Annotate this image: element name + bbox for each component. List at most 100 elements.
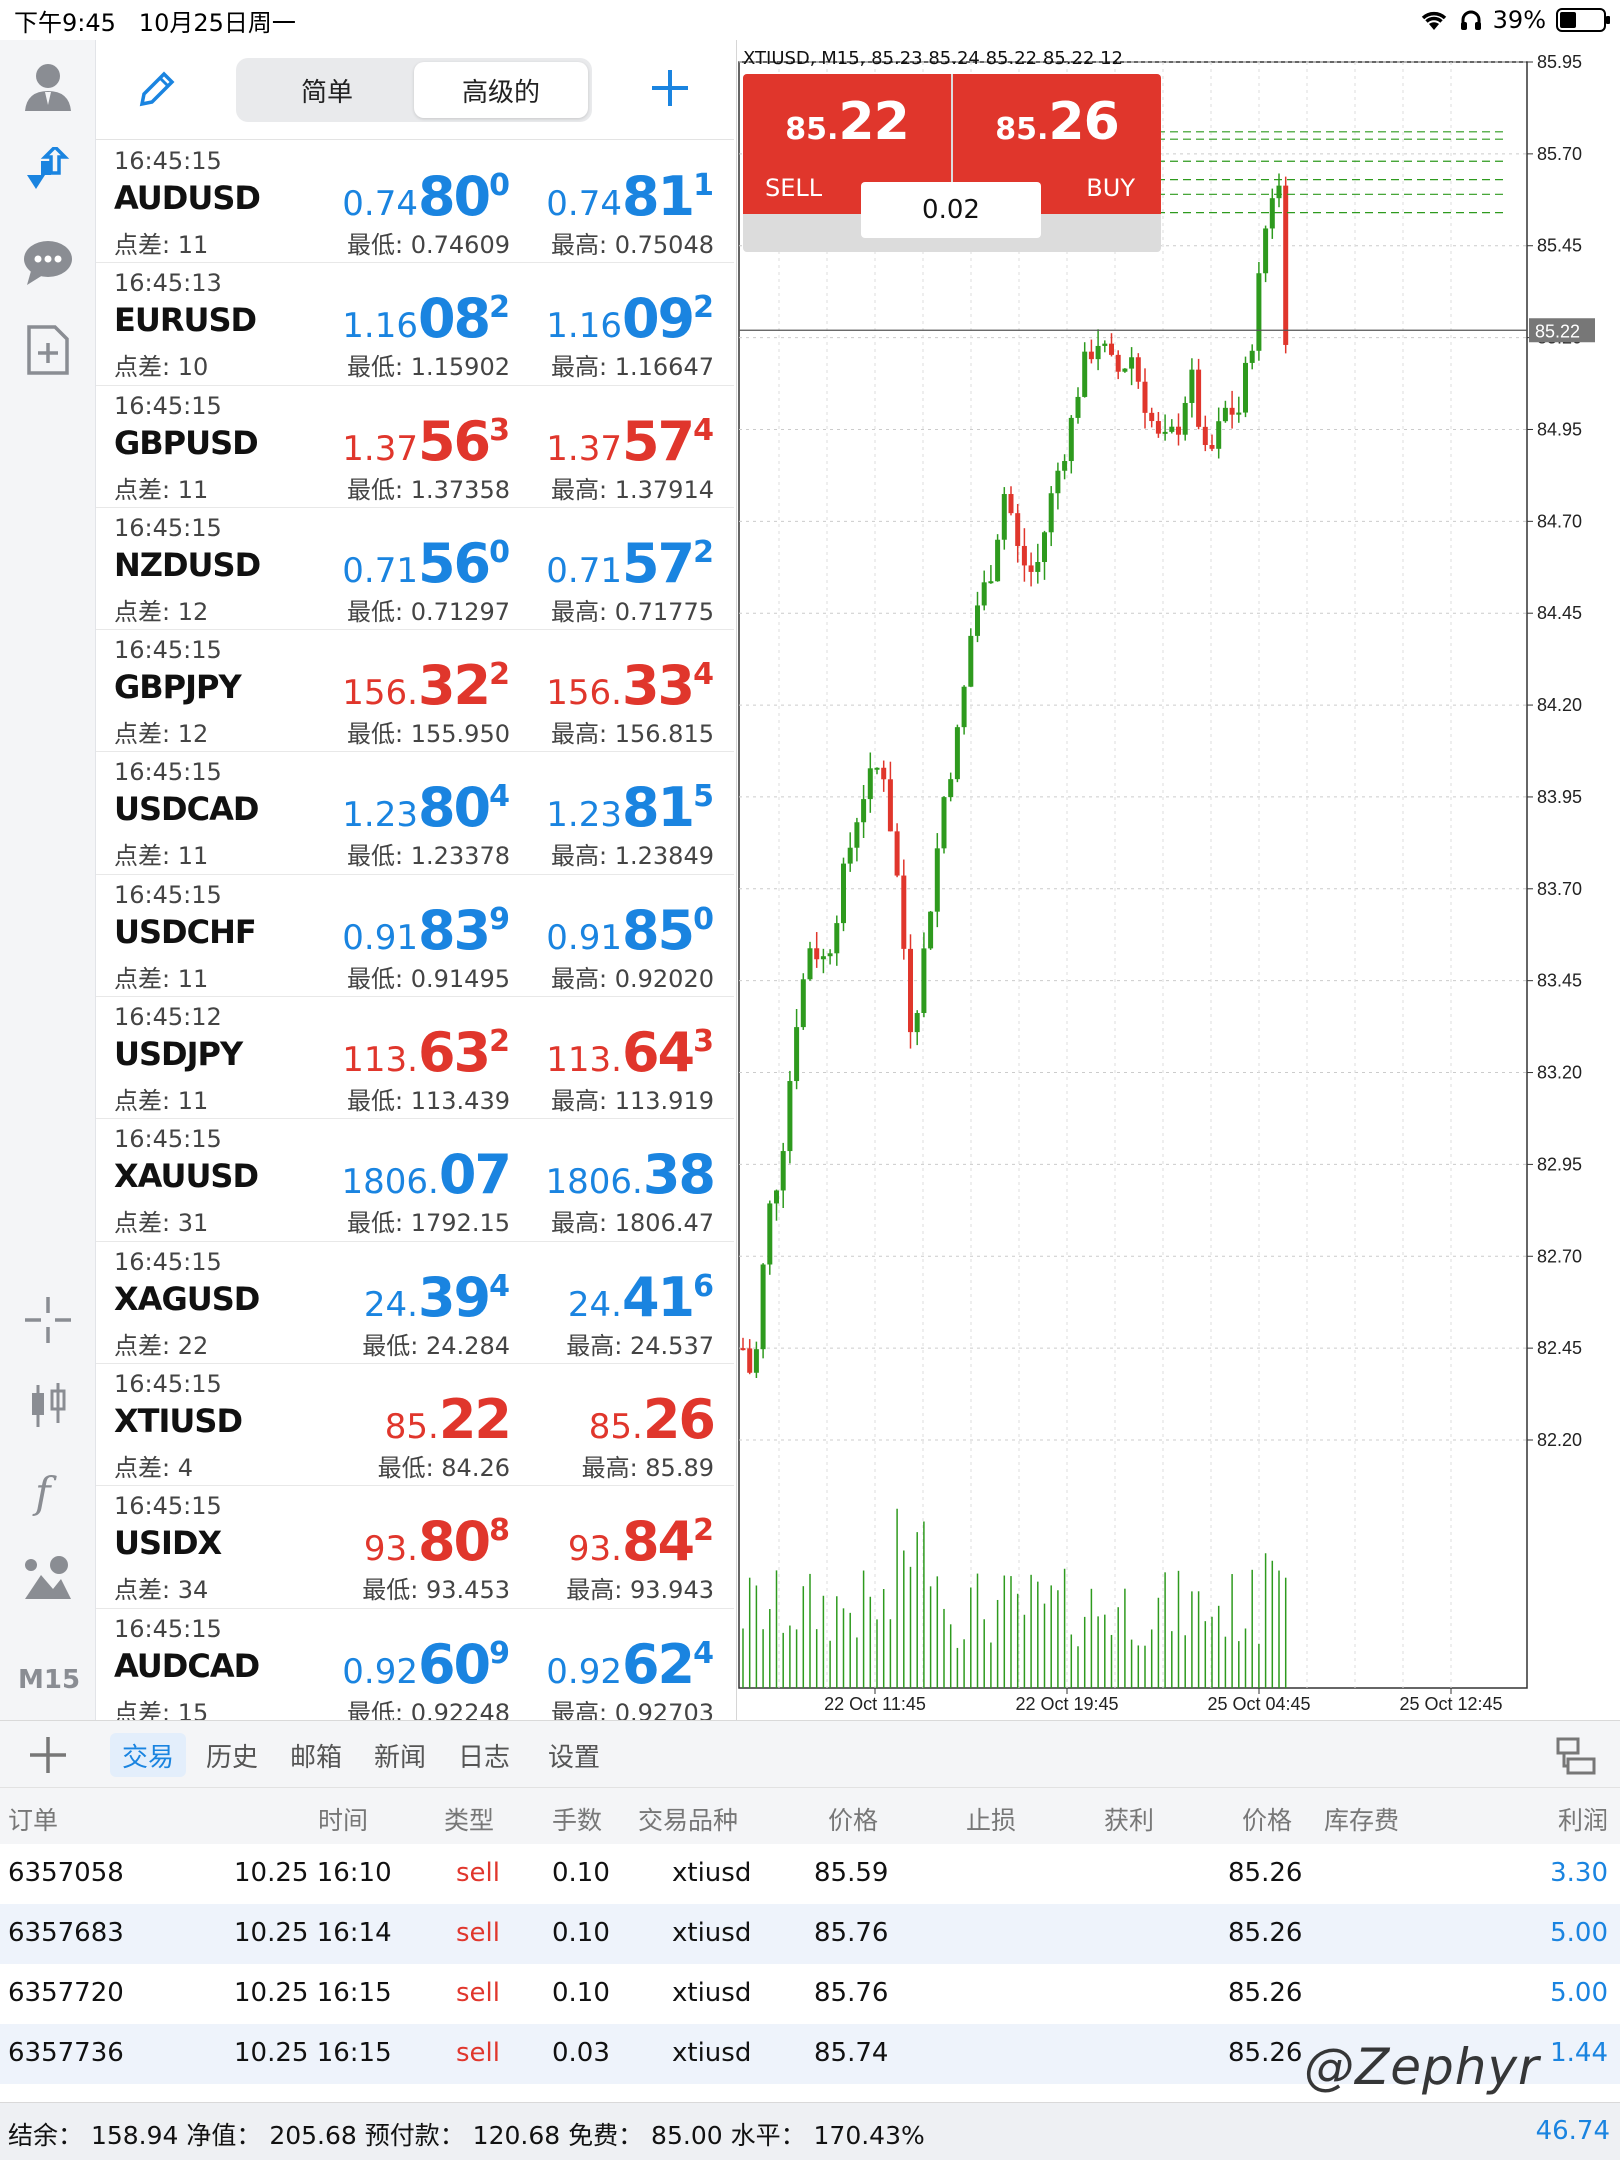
ask-prefix: 1.16 [546, 306, 622, 347]
ask-price[interactable]: 1.37574 [434, 410, 714, 473]
candle-body [861, 799, 867, 823]
ask-price[interactable]: 1.23815 [434, 776, 714, 839]
buy-button[interactable]: 85.26 BUY [953, 74, 1161, 214]
crosshair-icon[interactable] [18, 1290, 78, 1350]
bid-pips: 80 [417, 165, 491, 228]
order-time: 10.25 16:15 [234, 1978, 392, 2008]
bid-price[interactable]: 1.23804 [230, 776, 510, 839]
bid-price[interactable]: 0.91839 [230, 899, 510, 962]
ask-price[interactable]: 1806.38 [434, 1143, 717, 1206]
price-chart[interactable]: 85.9585.7085.4585.2084.9584.7084.4584.20… [737, 40, 1620, 1720]
chart-frame [738, 61, 1528, 1689]
ask-price[interactable]: 24.416 [434, 1266, 714, 1329]
candle-body [1169, 426, 1175, 432]
sell-button[interactable]: 85.22 SELL [743, 74, 951, 214]
tab-trade[interactable]: 交易 [110, 1733, 187, 1777]
ask-price[interactable]: 156.334 [434, 654, 714, 717]
ask-pips: 81 [621, 165, 695, 228]
ask-pips: 33 [621, 654, 695, 718]
col-lots: 手数 [552, 1806, 603, 1835]
watchlist-row[interactable]: 16:45:15 GBPUSD 点差: 11 1.37563 1.37574 最低: 1.… [96, 385, 734, 508]
add-symbol-icon[interactable] [648, 66, 692, 114]
watchlist-row[interactable]: 16:45:15 USDCAD 点差: 11 1.23804 1.23815 最低: 1.… [96, 752, 734, 875]
watchlist-row[interactable]: 16:45:12 USDJPY 点差: 11 113.632 113.643 最低: 11… [96, 997, 734, 1120]
ask-price[interactable]: 0.91850 [434, 899, 714, 962]
watchlist-row[interactable]: 16:45:15 XAUUSD 点差: 31 1806.07 1806.38 最低: 17… [96, 1119, 734, 1242]
ask-price[interactable]: 113.643 [434, 1021, 714, 1084]
tab-journal[interactable]: 日志 [458, 1742, 511, 1773]
candle-body [1209, 444, 1215, 449]
watchlist-row[interactable]: 16:45:15 GBPJPY 点差: 12 156.322 156.334 最低: 15… [96, 630, 734, 753]
bid-price[interactable]: 156.322 [230, 654, 510, 717]
watchlist-row[interactable]: 16:45:15 AUDCAD 点差: 15 0.92609 0.92624 最低: 0.… [96, 1608, 734, 1731]
candle-body [1095, 345, 1101, 360]
order-id: 6357683 [8, 1918, 124, 1948]
bid-point: 3 [489, 412, 510, 448]
y-tick-label: 84.95 [1537, 419, 1582, 439]
watchlist-row[interactable]: 16:45:15 XTIUSD 点差: 4 85.22 85.26 最低: 84.26 最高… [96, 1363, 734, 1487]
bid-price[interactable]: 93.808 [230, 1510, 510, 1573]
order-row[interactable]: 6357683 10.25 16:14 sell 0.10 xtiusd 85.76 85.… [0, 1904, 1620, 1964]
ask-price[interactable]: 1.16092 [434, 287, 714, 350]
watchlist-row[interactable]: 16:45:15 USDCHF 点差: 11 0.91839 0.91850 最低: 0.… [96, 874, 734, 998]
chat-icon[interactable] [18, 232, 78, 292]
timeframe-button[interactable]: M15 [18, 1665, 81, 1695]
edit-icon[interactable] [136, 70, 176, 114]
bid-price[interactable]: 24.394 [230, 1266, 510, 1329]
candle-body [1028, 565, 1034, 572]
indicators-icon[interactable]: f [18, 1462, 78, 1522]
bid-price[interactable]: 1806.07 [230, 1143, 513, 1206]
bid-point: 2 [489, 290, 510, 326]
candle-body [753, 1349, 759, 1373]
new-order-icon[interactable] [18, 320, 78, 380]
bid-price[interactable]: 0.71560 [230, 532, 510, 595]
bid-price[interactable]: 0.74800 [230, 165, 510, 228]
chart-area[interactable]: 85.9585.7085.4585.2084.9584.7084.4584.20… [736, 40, 1620, 1720]
ask-point: 5 [693, 779, 714, 815]
chart-type-icon[interactable] [18, 1376, 78, 1436]
segment-simple[interactable]: 简单 [300, 77, 353, 108]
y-tick-label: 83.45 [1537, 971, 1582, 991]
order-row[interactable]: 6357720 10.25 16:15 sell 0.10 xtiusd 85.76 85.… [0, 1964, 1620, 2024]
order-symbol: xtiusd [672, 1918, 752, 1948]
ask-price[interactable]: 85.26 [434, 1388, 716, 1451]
watchlist-row[interactable]: 16:45:13 EURUSD 点差: 10 1.16082 1.16092 最低: 1.… [96, 263, 734, 386]
volume-input[interactable]: 0.02 [861, 182, 1041, 238]
bid-price[interactable]: 1.37563 [230, 410, 510, 473]
add-icon[interactable] [28, 1735, 68, 1779]
bid-price[interactable]: 0.92609 [230, 1633, 510, 1696]
ask-price[interactable]: 0.74811 [434, 165, 714, 228]
watchlist-row[interactable]: 16:45:15 XAGUSD 点差: 22 24.394 24.416 最低: 24.2… [96, 1241, 734, 1364]
watchlist-row[interactable]: 16:45:15 NZDUSD 点差: 12 0.71560 0.71572 最低: 0.… [96, 507, 734, 631]
tab-mailbox[interactable]: 邮箱 [290, 1742, 343, 1773]
quote-time: 16:45:15 [114, 513, 222, 542]
objects-icon[interactable] [18, 1548, 78, 1608]
ask-price[interactable]: 0.71572 [434, 532, 714, 595]
ask-pips: 57 [621, 531, 695, 595]
ask-price[interactable]: 93.842 [434, 1510, 714, 1573]
order-lots: 0.10 [552, 1918, 610, 1948]
tab-settings[interactable]: 设置 [548, 1742, 601, 1773]
tab-history[interactable]: 历史 [206, 1742, 259, 1773]
bid-price[interactable]: 1.16082 [230, 287, 510, 350]
order-type: sell [456, 1858, 500, 1888]
candle-body [1035, 562, 1041, 572]
quote-time: 16:45:12 [114, 1003, 222, 1032]
account-icon[interactable] [18, 56, 78, 116]
layout-icon[interactable] [1554, 1735, 1598, 1783]
quotes-arrows-icon[interactable] [18, 144, 78, 204]
watchlist-row[interactable]: 16:45:15 USIDX 点差: 34 93.808 93.842 最低: 93.45… [96, 1486, 734, 1609]
bid-price[interactable]: 85.22 [230, 1388, 512, 1451]
segment-advanced[interactable]: 高级的 [414, 62, 588, 118]
ask-price[interactable]: 0.92624 [434, 1633, 714, 1696]
tab-news[interactable]: 新闻 [374, 1742, 427, 1773]
order-row[interactable]: 6357736 10.25 16:15 sell 0.03 xtiusd 85.74 85.… [0, 2024, 1620, 2084]
order-row[interactable]: 6357058 10.25 16:10 sell 0.10 xtiusd 85.59 85.… [0, 1844, 1620, 1904]
candle-body [968, 635, 974, 687]
daily-low: 最低: 84.26 [377, 1453, 510, 1482]
sell-label: SELL [765, 174, 823, 202]
bid-price[interactable]: 113.632 [230, 1021, 510, 1084]
watchlist-row[interactable]: 16:45:15 AUDUSD 点差: 11 0.74800 0.74811 最低: 0.… [96, 141, 734, 264]
candle-body [867, 768, 873, 800]
candle-body [794, 1027, 800, 1082]
